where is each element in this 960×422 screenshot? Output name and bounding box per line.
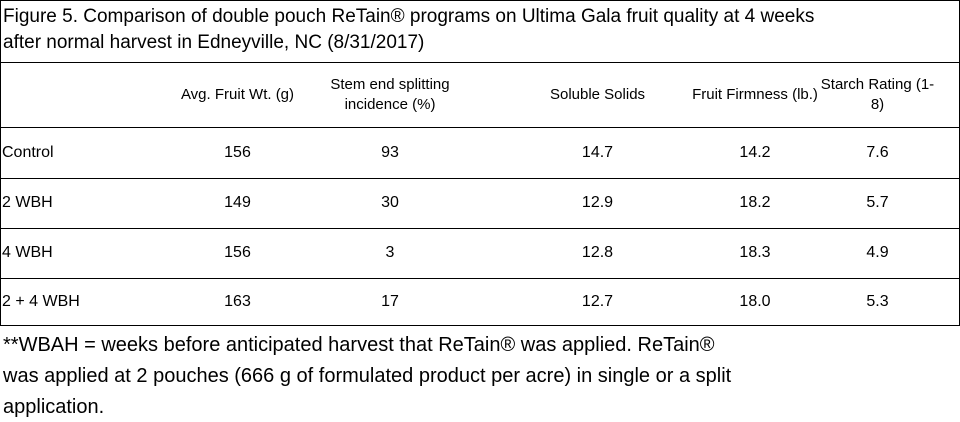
column-header: Soluble Solids xyxy=(549,86,646,103)
table-cell: 18.2 xyxy=(739,194,771,211)
footnote-line: **WBAH = weeks before anticipated harves… xyxy=(3,334,715,356)
table-cell: 12.8 xyxy=(581,244,614,261)
table-cell: 163 xyxy=(224,292,251,310)
row-label: Control xyxy=(2,143,54,161)
table-cell: 156 xyxy=(224,244,251,261)
column-header: Fruit Firmness (lb.) xyxy=(692,86,818,103)
row-divider xyxy=(0,178,960,179)
table-cell: 7.6 xyxy=(866,143,889,161)
table-cell: 12.9 xyxy=(581,194,614,211)
row-label: 2 WBH xyxy=(2,194,53,211)
table-cell: 30 xyxy=(381,194,399,211)
table-cell: 12.7 xyxy=(581,292,614,310)
table-cell: 149 xyxy=(224,194,251,211)
column-header: Stem end splitting incidence (%) xyxy=(330,76,450,113)
table-cell: 4.9 xyxy=(866,244,889,261)
row-divider xyxy=(0,278,960,279)
column-header: Avg. Fruit Wt. (g) xyxy=(180,86,295,103)
row-label: 2 + 4 WBH xyxy=(2,292,80,310)
table-cell: 156 xyxy=(224,143,251,161)
table-cell: 3 xyxy=(385,244,395,261)
table-cell: 17 xyxy=(381,292,399,310)
footnote-line: application. xyxy=(3,396,105,418)
row-divider xyxy=(0,228,960,229)
divider xyxy=(0,62,960,63)
title-line: Figure 5. Comparison of double pouch ReT… xyxy=(3,6,815,27)
table-cell: 5.3 xyxy=(866,292,889,310)
table-cell: 14.7 xyxy=(581,143,614,161)
table-cell: 18.3 xyxy=(739,244,771,261)
column-header: Starch Rating (1-8) xyxy=(820,76,935,113)
footnote-line: was applied at 2 pouches (666 g of formu… xyxy=(3,365,732,387)
table-cell: 18.0 xyxy=(739,292,771,310)
table-cell: 14.2 xyxy=(739,143,771,161)
title-line: after normal harvest in Edneyville, NC (… xyxy=(3,32,425,53)
row-label: 4 WBH xyxy=(2,244,53,261)
row-divider xyxy=(0,127,960,128)
table-cell: 93 xyxy=(381,143,399,161)
table-cell: 5.7 xyxy=(866,194,889,211)
